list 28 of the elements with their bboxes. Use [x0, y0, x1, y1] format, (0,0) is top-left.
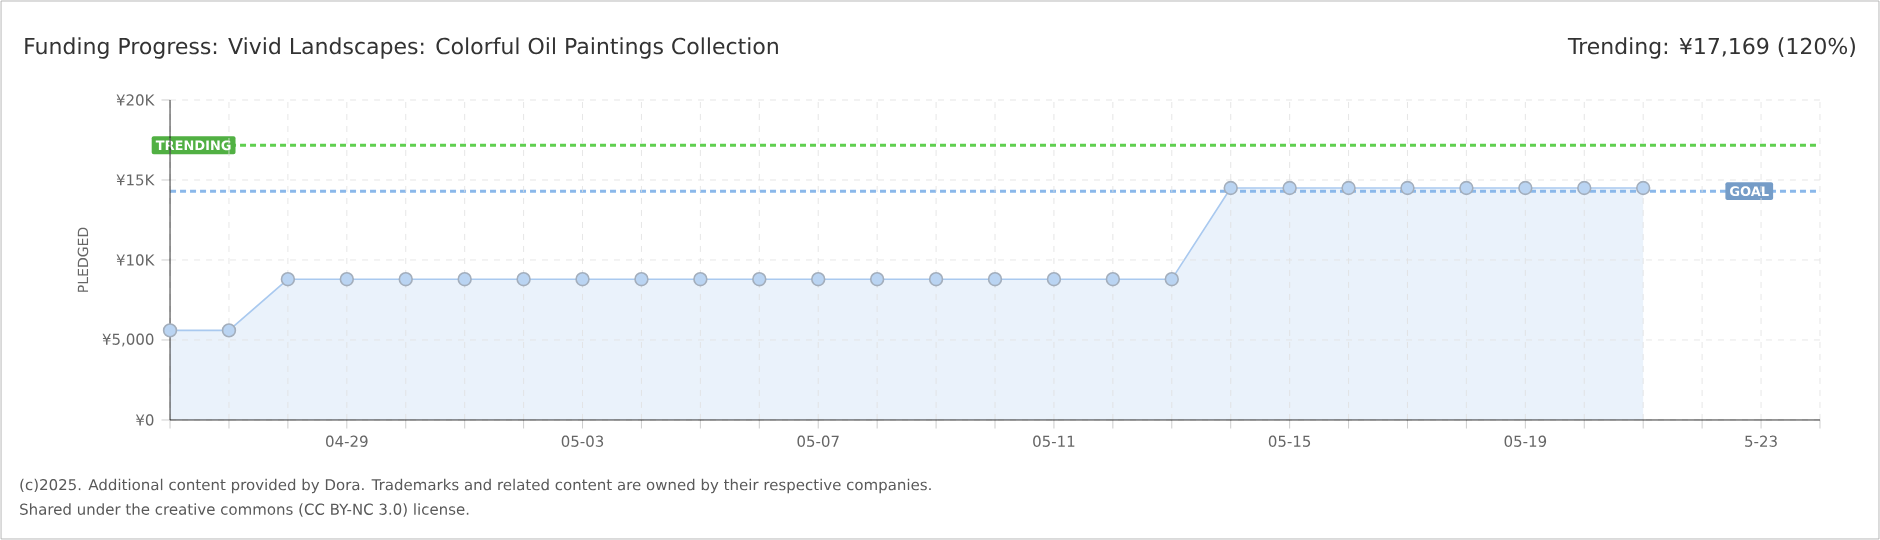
point — [1341, 180, 1356, 196]
point — [752, 271, 767, 287]
point — [1046, 271, 1062, 287]
point — [1400, 180, 1415, 196]
point — [1223, 180, 1238, 196]
point — [280, 271, 296, 287]
point — [1459, 180, 1474, 196]
chart-subtitle: Trending: ¥17,169 (120%) — [1567, 37, 1855, 59]
point — [634, 271, 649, 287]
point — [575, 271, 590, 287]
point — [928, 271, 944, 287]
point — [457, 271, 472, 287]
point — [693, 271, 708, 287]
point — [1636, 180, 1651, 196]
chart-title: Funding Progress: Vivid Landscapes: Colorful Oil Paintings Collection — [25, 37, 778, 59]
point — [1164, 271, 1179, 287]
point — [987, 271, 1003, 287]
point — [1577, 180, 1592, 196]
point — [162, 323, 178, 338]
point — [869, 271, 885, 287]
point — [221, 323, 237, 338]
point — [516, 271, 531, 287]
point — [811, 271, 826, 287]
point — [1105, 271, 1121, 287]
point — [339, 271, 355, 287]
point — [1518, 180, 1533, 196]
point — [398, 271, 413, 287]
point — [1282, 180, 1297, 196]
